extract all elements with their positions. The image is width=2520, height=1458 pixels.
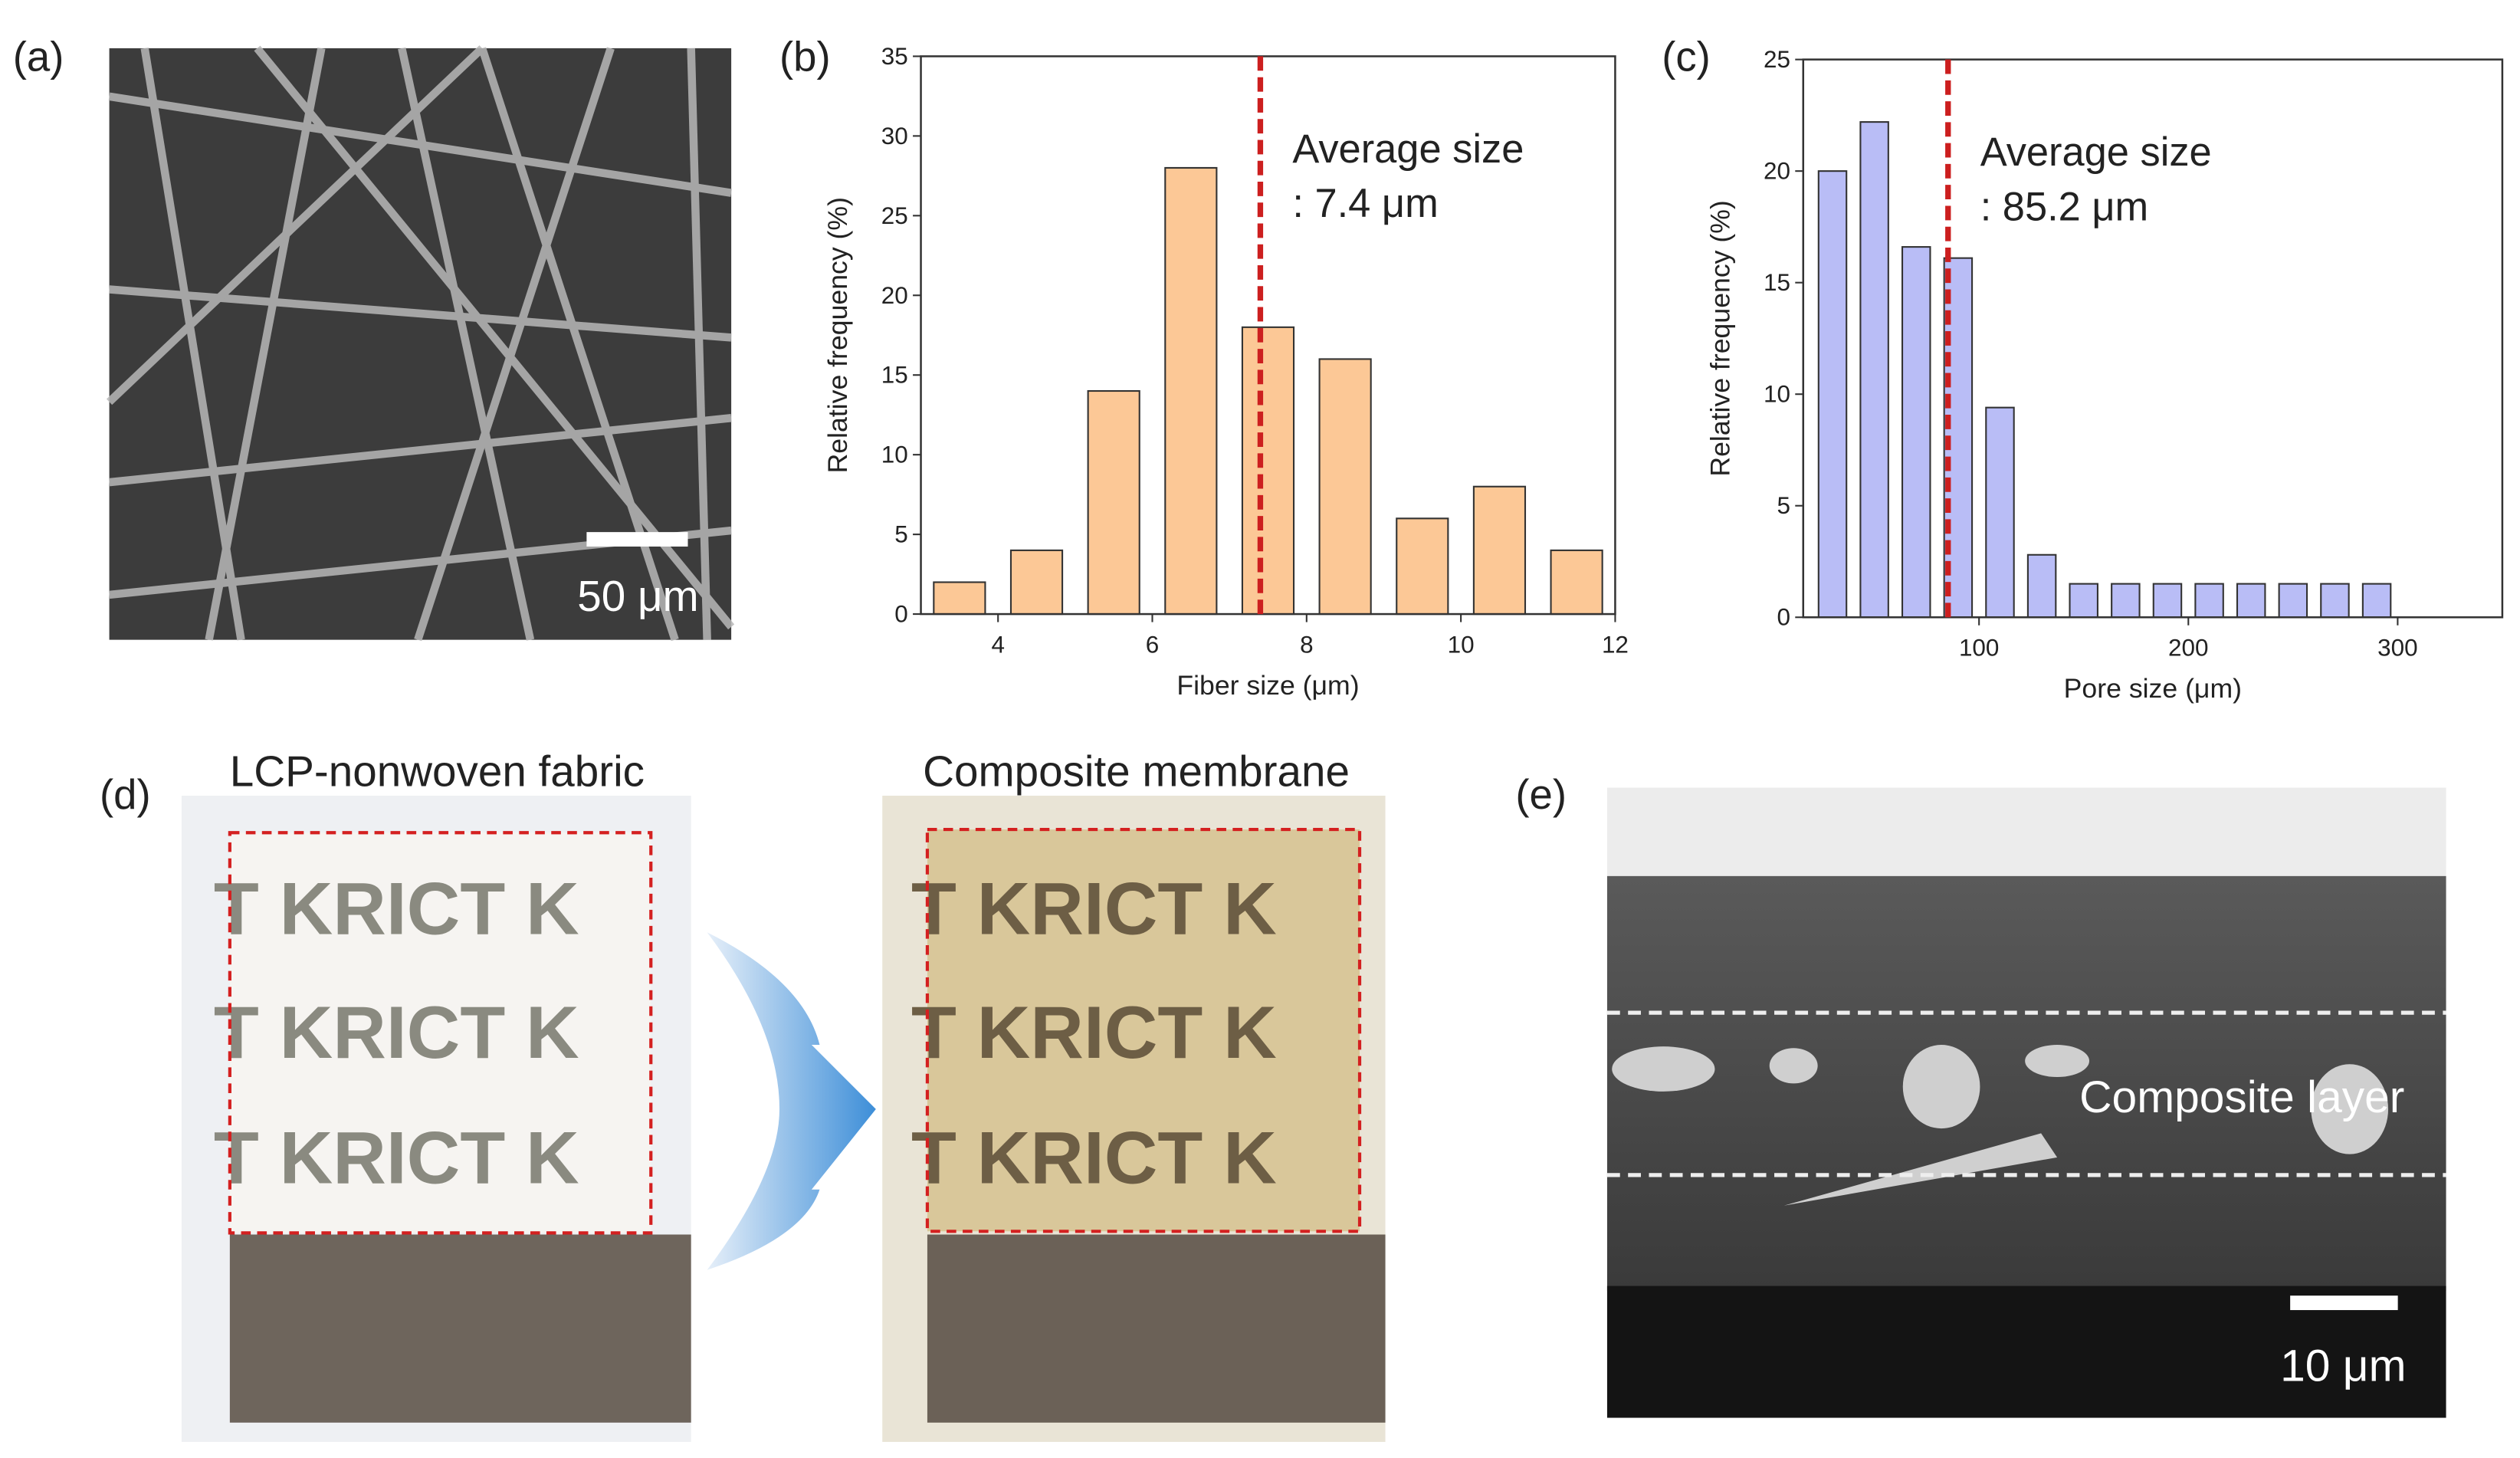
y-tick-label: 10 (881, 442, 908, 468)
bar (1318, 358, 1372, 616)
ruler (229, 1234, 691, 1423)
x-axis-label: Pore size (μm) (2064, 673, 2242, 704)
annotation: Average size (1292, 127, 1524, 172)
y-tick-label: 5 (894, 521, 907, 548)
bar (1985, 406, 2015, 619)
dashed-box (228, 831, 653, 1235)
sem-image (106, 45, 735, 642)
x-tick-label: 300 (2377, 635, 2417, 662)
bar (2152, 583, 2183, 619)
y-tick-label: 10 (1764, 381, 1790, 408)
panel-label: (a) (13, 33, 64, 80)
panel-label: (c) (1662, 33, 1711, 80)
annotation: Average size (1980, 130, 2212, 175)
y-tick-label: 0 (894, 601, 907, 628)
panel-label: (b) (779, 33, 831, 80)
x-tick-label: 100 (1959, 635, 1999, 662)
sem-image (1606, 787, 2446, 1418)
photo-title: Composite membrane (923, 747, 1350, 795)
y-tick-label: 20 (881, 282, 908, 309)
photo-text: T KRICT K (214, 1117, 579, 1199)
layer-label: Composite layer (2079, 1072, 2404, 1122)
bar (2236, 583, 2266, 619)
y-tick-label: 0 (1777, 604, 1790, 631)
y-tick-label: 25 (881, 202, 908, 229)
y-axis-label: Relative frequency (%) (822, 197, 853, 473)
bar (1396, 517, 1449, 616)
fabric (229, 832, 651, 1233)
bar (933, 581, 986, 616)
y-tick-label: 15 (1764, 269, 1790, 296)
y-tick-label: 30 (881, 123, 908, 149)
y-tick-label: 5 (1777, 492, 1790, 519)
bar (1241, 326, 1295, 616)
bar (2278, 583, 2308, 619)
photo-text: T KRICT K (911, 868, 1277, 950)
panel-label: (d) (100, 771, 151, 818)
bar (2111, 583, 2141, 619)
axes-frame (920, 55, 1616, 616)
bar (1901, 246, 1931, 619)
bar (2320, 583, 2350, 619)
x-axis-label: Fiber size (μm) (1176, 670, 1359, 701)
scale-bar-label: 10 μm (2280, 1341, 2406, 1391)
dashed-box (925, 827, 1362, 1233)
x-tick-label: 10 (1448, 631, 1475, 658)
bar (2069, 583, 2098, 619)
arrow (707, 932, 876, 1270)
bar (2194, 583, 2224, 619)
x-tick-label: 12 (1602, 631, 1629, 658)
annotation: : 7.4 μm (1292, 182, 1438, 226)
bar (1472, 485, 1527, 616)
photo-text: T KRICT K (911, 992, 1277, 1074)
photo-text: T KRICT K (214, 868, 579, 950)
y-tick-label: 25 (1764, 46, 1790, 73)
bar (1087, 389, 1140, 616)
y-axis-label: Relative frequency (%) (1705, 200, 1735, 476)
bar (2026, 553, 2057, 619)
bar (1859, 121, 1889, 619)
x-tick-label: 4 (991, 631, 1004, 658)
y-tick-label: 35 (881, 43, 908, 70)
bar (1009, 549, 1064, 616)
x-tick-label: 6 (1146, 631, 1159, 658)
photo-text: T KRICT K (911, 1117, 1277, 1199)
y-tick-label: 20 (1764, 158, 1790, 185)
photo-text: T KRICT K (214, 992, 579, 1074)
membrane (927, 829, 1360, 1232)
annotation: : 85.2 μm (1980, 185, 2149, 229)
panel-label: (e) (1515, 771, 1567, 818)
bar (1164, 166, 1218, 616)
bar (2361, 583, 2392, 619)
axes-frame (1802, 58, 2504, 619)
bar (1550, 549, 1603, 616)
y-tick-label: 15 (881, 362, 908, 389)
photo-title: LCP-nonwoven fabric (230, 747, 645, 795)
x-tick-label: 8 (1300, 631, 1313, 658)
x-tick-label: 200 (2168, 635, 2208, 662)
ruler (927, 1234, 1386, 1423)
bar (1817, 170, 1848, 619)
scale-bar-label: 50 μm (577, 572, 698, 620)
